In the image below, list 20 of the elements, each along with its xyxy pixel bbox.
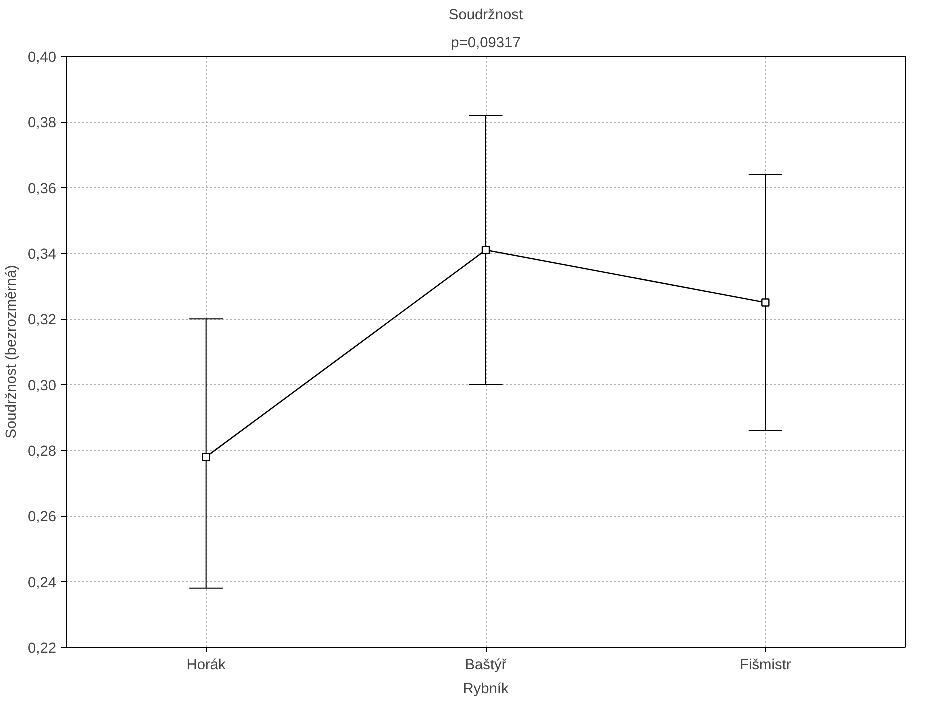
point (482, 246, 490, 254)
chart-subtitle: p=0,09317 (451, 36, 521, 52)
x-tick-label: Fišmistr (740, 658, 792, 674)
point (202, 452, 210, 462)
y-tick-label: 0,26 (28, 510, 57, 526)
x-axis-title: Rybník (463, 682, 510, 698)
y-tick-label: 0,32 (28, 312, 57, 329)
y-tick-label: 0,34 (28, 247, 57, 263)
y-axis-title: Soudržnost (bezrozměrná) (4, 265, 20, 439)
y-tick-label: 0,38 (28, 116, 57, 132)
y-tick-label: 0,30 (28, 378, 57, 394)
chart-title: Soudržnost (448, 8, 524, 24)
y-tick-label: 0,40 (28, 50, 57, 66)
point (762, 298, 770, 307)
y-tick-label: 0,22 (28, 641, 57, 657)
x-tick-label: Baštýř (465, 658, 508, 674)
y-tick-label: 0,24 (28, 575, 57, 592)
y-tick-label: 0,36 (28, 181, 57, 198)
y-tick-label: 0,28 (28, 444, 57, 460)
x-tick-label: Horák (186, 658, 227, 674)
